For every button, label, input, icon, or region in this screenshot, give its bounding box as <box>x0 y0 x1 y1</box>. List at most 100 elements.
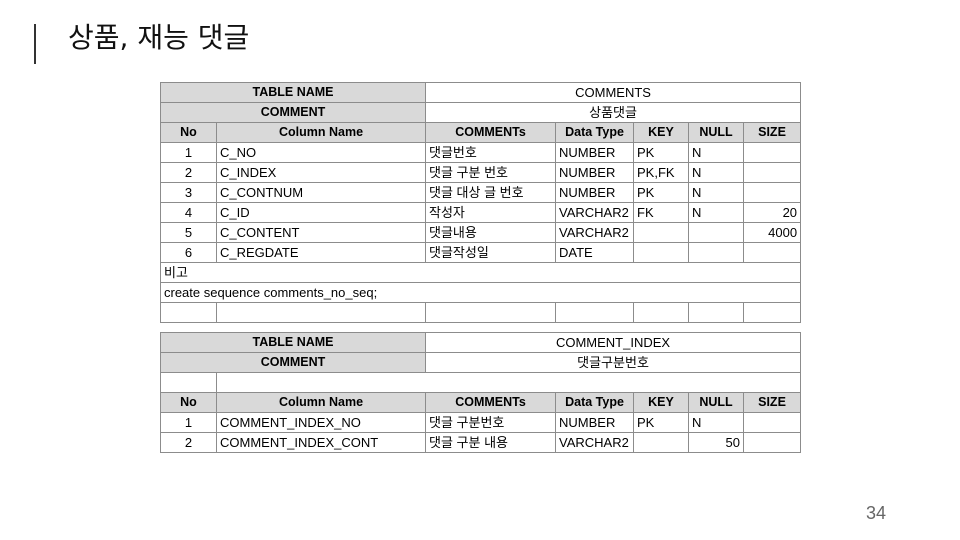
cell-size: 20 <box>743 202 802 223</box>
cell-key: PK,FK <box>633 162 690 183</box>
table-name-label: TABLE NAME <box>159 332 427 353</box>
cell-size <box>743 242 802 263</box>
cell-null: N <box>688 202 745 223</box>
cell-comment: 댓글작성일 <box>425 242 557 263</box>
cell-column: C_ID <box>215 202 427 223</box>
cell-column: C_NO <box>215 142 427 163</box>
cell-no: 5 <box>160 222 217 243</box>
cell-comment: 댓글 구분번호 <box>425 412 557 433</box>
table-row: 5 C_CONTENT 댓글내용 VARCHAR2 4000 <box>160 222 802 243</box>
cell-no: 3 <box>160 182 217 203</box>
cell-no: 2 <box>160 432 217 453</box>
table-row: 2 C_INDEX 댓글 구분 번호 NUMBER PK,FK N <box>160 162 802 183</box>
header-key: KEY <box>633 392 690 413</box>
header-null: NULL <box>688 122 745 143</box>
header-column-name: Column Name <box>215 122 427 143</box>
header-data-type: Data Type <box>555 122 635 143</box>
cell-key <box>633 242 690 263</box>
blank-cell <box>425 302 557 323</box>
cell-comment: 댓글 구분 내용 <box>425 432 557 453</box>
cell-comment: 작성자 <box>425 202 557 223</box>
column-header-row: No Column Name COMMENTs Data Type KEY NU… <box>160 122 802 143</box>
cell-key <box>633 432 690 453</box>
cell-size: 4000 <box>743 222 802 243</box>
remarks-label: 비고 <box>159 262 802 283</box>
cell-type: DATE <box>555 242 635 263</box>
table-row: 1 COMMENT_INDEX_NO 댓글 구분번호 NUMBER PK N <box>160 412 802 433</box>
cell-comment: 댓글내용 <box>425 222 557 243</box>
cell-column: COMMENT_INDEX_NO <box>215 412 427 433</box>
blank-cell <box>160 302 217 323</box>
cell-column: C_CONTENT <box>215 222 427 243</box>
slide-title: 상품, 재능 댓글 <box>68 21 250 54</box>
table-row: 4 C_ID 작성자 VARCHAR2 FK N 20 <box>160 202 802 223</box>
cell-null: N <box>688 182 745 203</box>
cell-no: 6 <box>160 242 217 263</box>
cell-size <box>743 412 802 433</box>
cell-type: NUMBER <box>555 182 635 203</box>
cell-size <box>743 432 802 453</box>
cell-key <box>633 222 690 243</box>
page-number: 34 <box>865 503 887 523</box>
cell-type: VARCHAR2 <box>555 222 635 243</box>
cell-no: 1 <box>160 142 217 163</box>
table-name-row: TABLE NAME COMMENT_INDEX <box>159 332 802 353</box>
table-comment-row: COMMENT 댓글구분번호 <box>159 352 802 373</box>
header-column-name: Column Name <box>215 392 427 413</box>
cell-null: N <box>688 412 745 433</box>
blank-cell <box>160 372 217 393</box>
comment-value: 댓글구분번호 <box>425 352 802 373</box>
table-row: 3 C_CONTNUM 댓글 대상 글 번호 NUMBER PK N <box>160 182 802 203</box>
header-key: KEY <box>633 122 690 143</box>
cell-type: VARCHAR2 <box>555 202 635 223</box>
table-row: 6 C_REGDATE 댓글작성일 DATE <box>160 242 802 263</box>
cell-null: 50 <box>688 432 745 453</box>
cell-comment: 댓글 구분 번호 <box>425 162 557 183</box>
cell-no: 2 <box>160 162 217 183</box>
blank-cell <box>688 302 745 323</box>
table-row: 1 C_NO 댓글번호 NUMBER PK N <box>160 142 802 163</box>
remarks-row: create sequence comments_no_seq; <box>159 282 802 303</box>
cell-column: COMMENT_INDEX_CONT <box>215 432 427 453</box>
comment-value: 상품댓글 <box>425 102 802 123</box>
header-size: SIZE <box>743 122 802 143</box>
blank-cell <box>633 302 690 323</box>
cell-type: NUMBER <box>555 142 635 163</box>
column-header-row: No Column Name COMMENTs Data Type KEY NU… <box>160 392 802 413</box>
cell-size <box>743 142 802 163</box>
cell-comment: 댓글 대상 글 번호 <box>425 182 557 203</box>
cell-column: C_INDEX <box>215 162 427 183</box>
table-name-label: TABLE NAME <box>159 82 427 103</box>
remarks-label-row: 비고 <box>159 262 802 283</box>
blank-cell <box>555 302 635 323</box>
table-name-value: COMMENTS <box>425 82 802 103</box>
comment-label: COMMENT <box>159 352 427 373</box>
cell-column: C_REGDATE <box>215 242 427 263</box>
remarks-text: create sequence comments_no_seq; <box>159 282 802 303</box>
cell-type: NUMBER <box>555 412 635 433</box>
blank-cell <box>215 372 802 393</box>
comment-index-table: TABLE NAME COMMENT_INDEX COMMENT 댓글구분번호 … <box>159 332 802 453</box>
blank-row <box>160 302 802 323</box>
cell-size <box>743 162 802 183</box>
table-row: 2 COMMENT_INDEX_CONT 댓글 구분 내용 VARCHAR2 5… <box>160 432 802 453</box>
blank-cell <box>215 302 427 323</box>
cell-key: PK <box>633 182 690 203</box>
header-no: No <box>160 392 217 413</box>
blank-cell <box>743 302 802 323</box>
cell-size <box>743 182 802 203</box>
cell-no: 1 <box>160 412 217 433</box>
cell-null <box>688 222 745 243</box>
header-no: No <box>160 122 217 143</box>
cell-column: C_CONTNUM <box>215 182 427 203</box>
title-accent-bar <box>34 24 36 64</box>
cell-key: PK <box>633 142 690 163</box>
comments-table: TABLE NAME COMMENTS COMMENT 상품댓글 No Colu… <box>159 82 802 323</box>
cell-comment: 댓글번호 <box>425 142 557 163</box>
cell-type: VARCHAR2 <box>555 432 635 453</box>
blank-row <box>160 372 802 393</box>
comment-label: COMMENT <box>159 102 427 123</box>
cell-key: FK <box>633 202 690 223</box>
header-null: NULL <box>688 392 745 413</box>
header-comments: COMMENTs <box>425 392 557 413</box>
